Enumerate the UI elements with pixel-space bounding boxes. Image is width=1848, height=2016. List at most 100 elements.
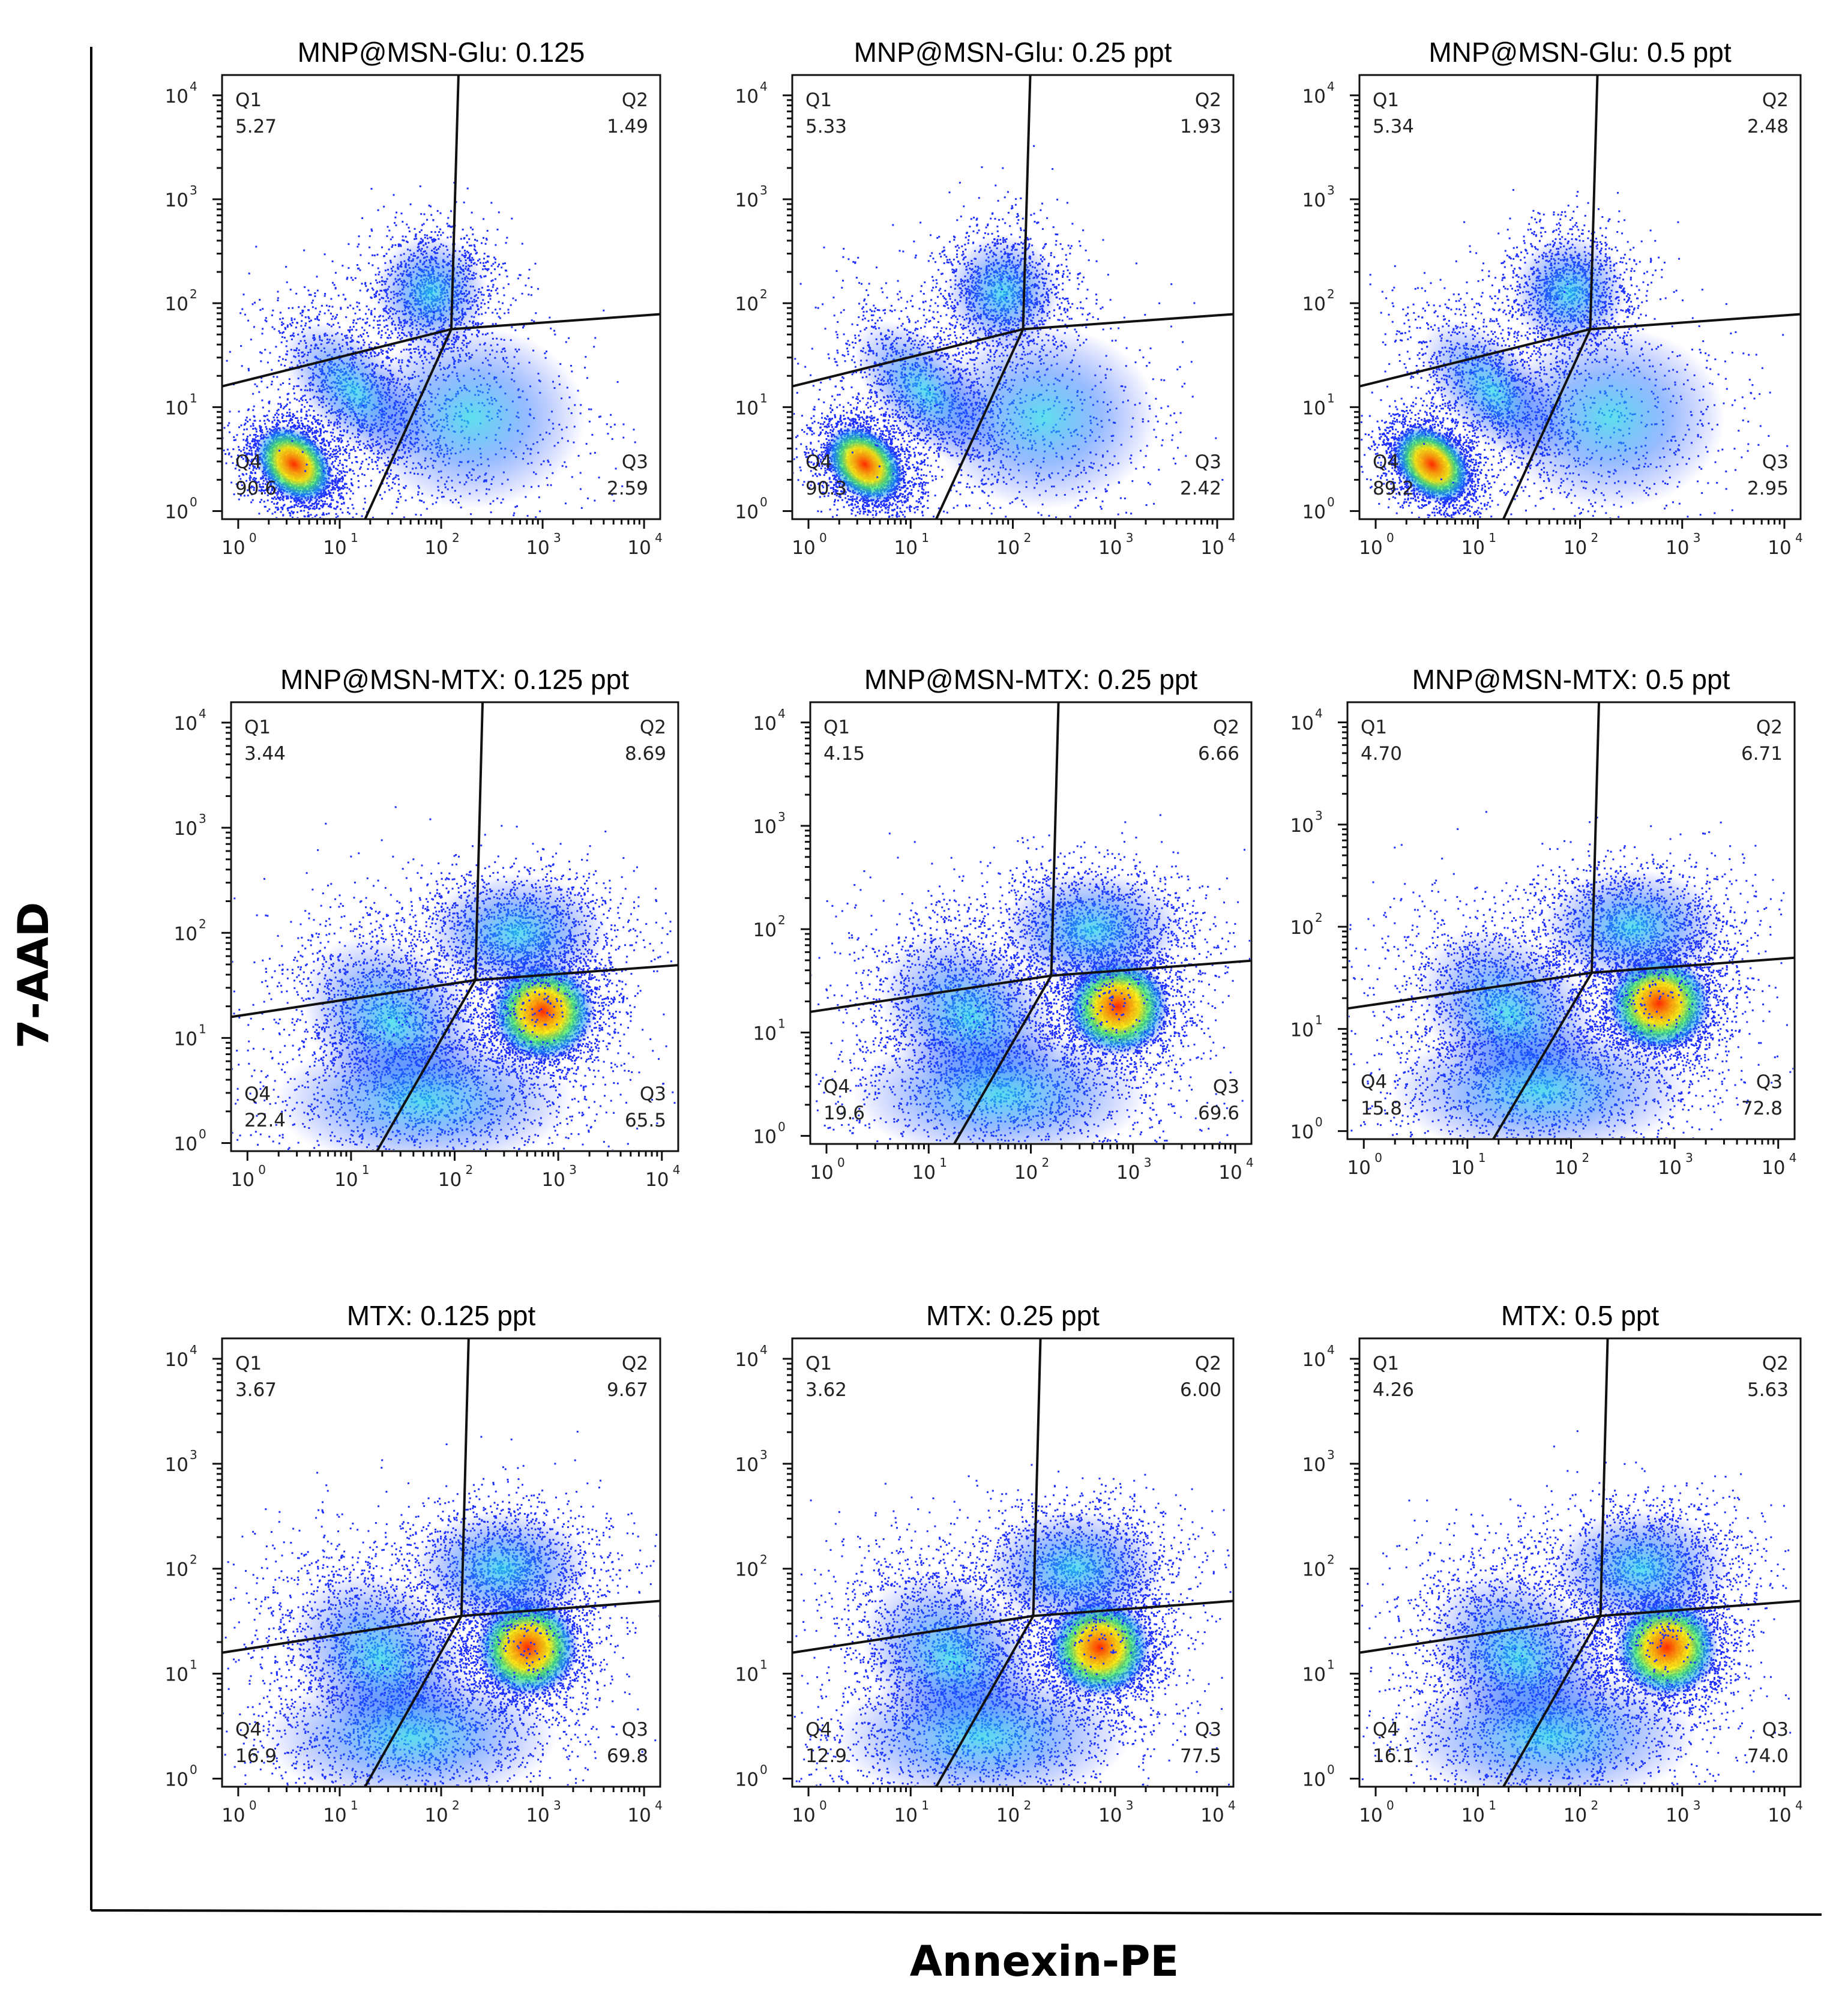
event-dot: [517, 278, 519, 280]
event-dot: [329, 495, 331, 496]
event-dot: [335, 272, 337, 274]
event-dot: [333, 492, 334, 494]
event-dot: [493, 257, 495, 259]
event-dot: [292, 422, 293, 424]
event-dot: [373, 319, 375, 321]
event-dot: [471, 245, 472, 247]
event-dot: [302, 310, 304, 311]
event-dot: [348, 455, 350, 457]
event-dot: [336, 458, 337, 460]
event-dot: [508, 312, 510, 314]
event-dot: [286, 281, 288, 283]
event-dot: [274, 511, 276, 513]
event-dot: [276, 376, 278, 378]
event-dot: [492, 323, 494, 325]
event-dot: [342, 481, 343, 483]
event-dot: [440, 212, 442, 214]
event-dot: [301, 409, 302, 411]
event-dot: [350, 490, 352, 492]
event-dot: [359, 530, 361, 532]
event-dot: [252, 447, 254, 448]
event-dot: [315, 435, 316, 437]
event-dot: [525, 284, 526, 286]
event-dot: [361, 217, 363, 219]
event-dot: [305, 415, 307, 417]
event-dot: [388, 348, 390, 350]
event-dot: [253, 415, 255, 417]
event-dot: [353, 319, 355, 321]
event-dot: [241, 308, 243, 310]
event-dot: [337, 502, 339, 504]
event-dot: [427, 562, 429, 564]
event-dot: [301, 417, 302, 419]
event-dot: [281, 342, 283, 343]
event-dot: [339, 474, 340, 475]
event-dot: [252, 303, 254, 305]
event-dot: [238, 449, 240, 451]
event-dot: [248, 272, 250, 274]
event-dot: [491, 265, 493, 266]
event-dot: [233, 436, 235, 438]
event-dot: [314, 430, 316, 432]
event-dot: [249, 435, 251, 436]
event-dot: [390, 337, 391, 339]
event-dot: [288, 422, 290, 424]
event-dot: [290, 506, 292, 508]
event-dot: [296, 511, 298, 513]
event-dot: [268, 402, 269, 403]
event-dot: [437, 210, 439, 212]
event-dot: [376, 342, 378, 344]
event-dot: [302, 426, 304, 427]
event-dot: [344, 459, 346, 461]
event-dot: [307, 429, 309, 431]
event-dot: [399, 493, 401, 495]
event-dot: [253, 406, 255, 408]
event-dot: [259, 299, 260, 301]
event-dot: [340, 495, 342, 497]
event-dot: [271, 422, 273, 424]
event-dot: [279, 332, 281, 334]
event-dot: [291, 440, 293, 442]
event-dot: [345, 298, 346, 300]
event-dot: [347, 511, 349, 513]
event-dot: [262, 308, 263, 310]
event-dot: [281, 417, 283, 418]
event-dot: [381, 498, 383, 500]
event-dot: [299, 313, 301, 314]
event-dot: [279, 318, 281, 320]
event-dot: [481, 242, 483, 244]
event-dot: [359, 309, 361, 311]
event-dot: [387, 226, 389, 227]
event-dot: [246, 417, 248, 418]
y-axis-title: 7-AAD: [9, 902, 58, 1049]
event-dot: [472, 229, 474, 230]
event-dot: [258, 391, 260, 393]
event-dot: [243, 447, 245, 448]
event-dot: [531, 319, 533, 321]
event-dot: [474, 239, 476, 241]
event-dot: [287, 326, 289, 328]
event-dot: [326, 440, 328, 442]
event-dot: [268, 508, 270, 510]
event-dot: [263, 525, 265, 526]
event-dot: [241, 424, 242, 426]
event-dot: [370, 480, 372, 481]
event-dot: [349, 498, 351, 500]
event-dot: [265, 426, 267, 428]
event-dot: [494, 268, 496, 270]
event-dot: [325, 430, 327, 432]
event-dot: [295, 417, 296, 419]
event-dot: [364, 474, 366, 476]
event-dot: [278, 498, 280, 499]
event-dot: [419, 231, 421, 233]
event-dot: [261, 400, 263, 402]
event-dot: [365, 486, 367, 487]
event-dot: [339, 478, 341, 480]
event-dot: [312, 306, 314, 308]
event-dot: [359, 468, 361, 470]
event-dot: [277, 507, 278, 508]
event-dot: [339, 529, 340, 531]
event-dot: [358, 335, 360, 337]
event-dot: [301, 423, 303, 424]
event-dot: [253, 434, 255, 436]
